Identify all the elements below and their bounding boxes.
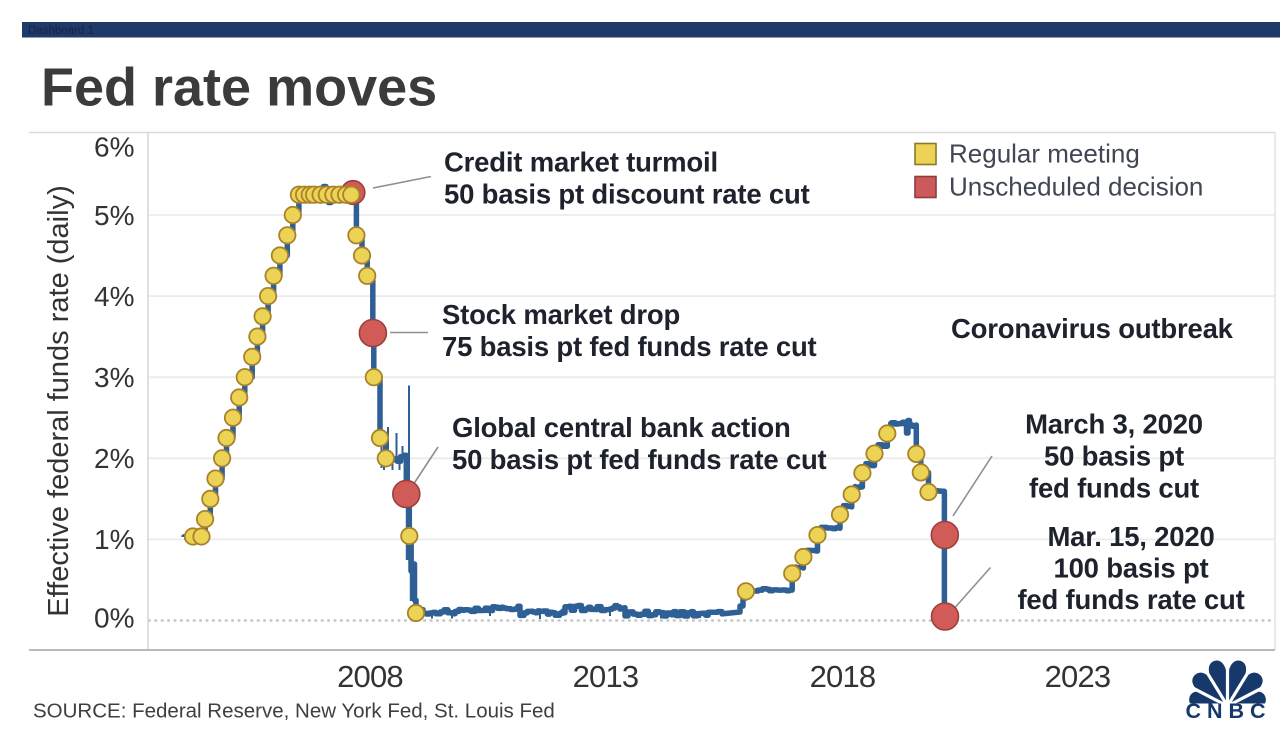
svg-text:3%: 3% [94,362,134,393]
svg-text:2018: 2018 [810,659,876,694]
svg-text:SOURCE: Federal Reserve, New Y: SOURCE: Federal Reserve, New York Fed, S… [33,700,555,723]
svg-text:fed funds rate cut: fed funds rate cut [1017,584,1244,615]
svg-text:0%: 0% [94,603,134,634]
svg-text:Stock market drop: Stock market drop [442,299,680,330]
svg-text:March 3, 2020: March 3, 2020 [1025,409,1203,440]
svg-text:75 basis pt fed funds rate cut: 75 basis pt fed funds rate cut [442,331,817,362]
svg-text:CNBC: CNBC [1185,699,1271,723]
svg-text:2008: 2008 [337,659,403,694]
svg-text:2%: 2% [94,443,134,474]
svg-text:Global central bank action: Global central bank action [452,412,791,443]
svg-text:Coronavirus outbreak: Coronavirus outbreak [951,313,1234,344]
svg-text:2013: 2013 [573,659,639,694]
svg-text:Credit market turmoil: Credit market turmoil [444,147,718,178]
svg-text:50 basis pt discount rate cut: 50 basis pt discount rate cut [444,179,810,210]
svg-text:Unscheduled decision: Unscheduled decision [949,172,1203,202]
svg-text:2023: 2023 [1045,659,1111,694]
svg-text:4%: 4% [94,281,134,312]
svg-text:50 basis pt fed funds rate cut: 50 basis pt fed funds rate cut [452,444,827,475]
svg-text:Fed rate moves: Fed rate moves [41,58,437,118]
svg-text:Regular meeting: Regular meeting [949,139,1140,169]
svg-text:Mar. 15, 2020: Mar. 15, 2020 [1047,521,1214,552]
svg-text:100 basis pt: 100 basis pt [1053,552,1208,583]
svg-text:50 basis pt: 50 basis pt [1044,441,1184,472]
svg-text:fed funds cut: fed funds cut [1029,473,1199,504]
svg-text:1%: 1% [94,524,134,555]
svg-text:6%: 6% [94,132,134,163]
svg-text:Dashboard 1: Dashboard 1 [28,25,94,37]
svg-text:5%: 5% [94,200,134,231]
svg-text:Effective federal funds rate (: Effective federal funds rate (daily) [43,185,75,616]
